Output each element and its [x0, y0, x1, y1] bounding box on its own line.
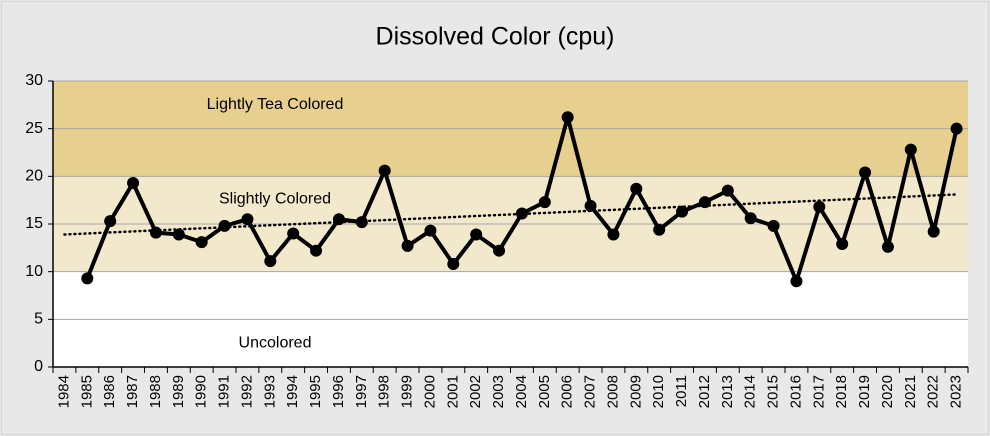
data-point [378, 164, 391, 177]
chart-title: Dissolved Color (cpu) [376, 23, 615, 51]
data-point [401, 239, 414, 252]
x-tick-label: 2021 [902, 375, 919, 408]
data-point [310, 244, 323, 257]
x-tick-label: 1992 [238, 375, 255, 408]
x-tick-label: 1990 [193, 375, 210, 408]
data-point [264, 255, 277, 268]
band-label: Slightly Colored [219, 190, 331, 207]
y-tick-label: 0 [34, 358, 43, 375]
x-tick-label: 2011 [673, 375, 690, 407]
x-tick-label: 1989 [170, 375, 187, 408]
x-tick-label: 2012 [696, 375, 713, 408]
data-point [355, 216, 368, 229]
data-point [698, 196, 711, 209]
x-tick-label: 1985 [78, 375, 95, 408]
x-tick-label: 2006 [559, 375, 576, 408]
x-tick-label: 2005 [536, 375, 553, 408]
x-tick-label: 1996 [330, 375, 347, 408]
x-tick-label: 2007 [582, 375, 599, 408]
data-point [493, 244, 506, 257]
x-tick-label: 1991 [216, 375, 233, 408]
x-tick-label: 2016 [787, 375, 804, 408]
data-point [927, 225, 940, 238]
x-tick-label: 2001 [444, 375, 461, 408]
data-point [332, 213, 345, 226]
x-tick-label: 2019 [856, 375, 873, 408]
data-point [790, 275, 803, 288]
x-tick-label: 2009 [627, 375, 644, 408]
data-point [584, 199, 597, 212]
data-point [424, 224, 437, 237]
data-point [836, 238, 849, 251]
data-point [767, 219, 780, 232]
x-tick-label: 1993 [261, 375, 278, 408]
x-tick-label: 1986 [101, 375, 118, 408]
data-point [149, 226, 162, 239]
x-tick-label: 2013 [719, 375, 736, 408]
data-point [859, 166, 872, 179]
data-point [653, 223, 666, 236]
data-point [172, 228, 185, 241]
band-label: Lightly Tea Colored [207, 96, 344, 113]
data-point [813, 200, 826, 213]
x-tick-label: 1988 [147, 375, 164, 408]
data-point [904, 143, 917, 156]
data-point [881, 240, 894, 253]
x-tick-label: 1994 [284, 375, 301, 408]
data-point [630, 182, 643, 195]
data-point [195, 236, 208, 249]
x-tick-label: 2003 [490, 375, 507, 408]
x-tick-label: 2023 [948, 375, 965, 408]
data-point [127, 177, 140, 190]
data-point [538, 196, 551, 209]
data-point [561, 111, 574, 124]
data-point [241, 213, 254, 226]
x-tick-label: 2002 [467, 375, 484, 408]
data-point [950, 122, 963, 135]
x-tick-label: 2000 [421, 375, 438, 408]
x-tick-label: 2004 [513, 375, 530, 408]
y-tick-label: 30 [25, 72, 43, 89]
data-point [104, 215, 117, 228]
x-tick-label: 2008 [604, 375, 621, 408]
x-tick-label: 1999 [399, 375, 416, 408]
band-label: Uncolored [239, 334, 312, 351]
data-point [447, 258, 460, 271]
data-point [676, 205, 689, 218]
y-tick-label: 20 [25, 168, 43, 185]
x-tick-label: 2018 [833, 375, 850, 408]
x-tick-label: 1997 [353, 375, 370, 408]
data-point [81, 272, 94, 285]
data-point [470, 228, 483, 241]
y-tick-label: 25 [25, 120, 43, 137]
x-tick-label: 2022 [925, 375, 942, 408]
x-tick-label: 2017 [810, 375, 827, 408]
data-point [744, 212, 757, 225]
x-tick-label: 1984 [55, 375, 72, 408]
trendline [63, 193, 958, 236]
x-tick-label: 1995 [307, 375, 324, 408]
x-tick-label: 2014 [742, 375, 759, 408]
data-point [515, 207, 528, 220]
x-tick-label: 1987 [124, 375, 141, 408]
x-tick-label: 2010 [650, 375, 667, 408]
x-tick-label: 1998 [376, 375, 393, 408]
y-tick-label: 5 [34, 311, 43, 328]
data-point [218, 219, 231, 232]
data-point [287, 227, 300, 240]
data-point [721, 184, 734, 197]
y-tick-label: 15 [25, 215, 43, 232]
data-point [607, 228, 620, 241]
x-tick-label: 2020 [879, 375, 896, 408]
x-tick-label: 2015 [765, 375, 782, 408]
y-tick-label: 10 [25, 263, 43, 280]
